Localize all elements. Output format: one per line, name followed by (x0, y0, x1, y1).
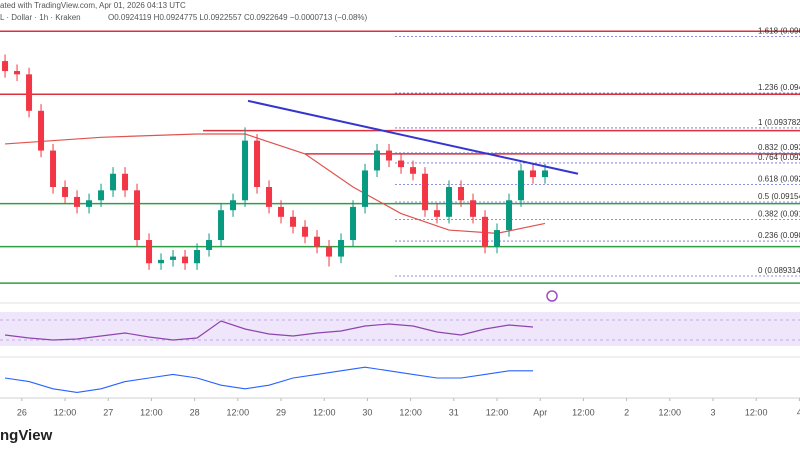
candle-body (410, 167, 417, 174)
fib-label: 0.5 (0.091548 (758, 192, 800, 201)
candle-body (74, 196, 81, 207)
candle-body (518, 170, 525, 201)
x-tick-label: 26 (17, 407, 27, 417)
candle-body (50, 150, 57, 188)
fib-label: 0.764 (0.092727 (758, 153, 800, 162)
x-tick-label: 4 (797, 407, 800, 417)
candle-body (458, 187, 465, 201)
candle-body (206, 240, 213, 250)
candle-body (170, 256, 177, 260)
candle-body (98, 190, 105, 201)
candle-body (470, 200, 477, 217)
header-ohlc: O0.0924119 H0.0924775 L0.0922557 C0.0922… (108, 13, 368, 22)
x-tick-label: 30 (362, 407, 372, 417)
candle-body (182, 256, 189, 264)
candle-body (446, 187, 453, 217)
x-tick-label: 12:00 (313, 407, 336, 417)
candle-body (434, 210, 441, 217)
candle-body (386, 150, 393, 161)
fib-label: 0.236 (0.090368 (758, 231, 800, 240)
rsi-line (4, 320, 534, 341)
candle-body (362, 170, 369, 207)
moving-average (4, 133, 546, 235)
watermark: ngView (0, 427, 53, 444)
fib-label: 0 (0.089314 (758, 266, 800, 275)
trendline (247, 99, 579, 175)
candle-body (494, 230, 501, 247)
candle-body (14, 71, 21, 75)
candle-body (146, 240, 153, 264)
candle-body (38, 110, 45, 151)
candle-body (506, 200, 513, 231)
macd-line (4, 366, 534, 393)
x-tick-label: 2 (624, 407, 629, 417)
x-tick-label: 31 (449, 407, 459, 417)
fib-label: 0.618 (0.092079 (758, 174, 800, 183)
candle-body (482, 216, 489, 247)
x-tick-label: 12:00 (745, 407, 768, 417)
x-tick-label: 12:00 (659, 407, 682, 417)
x-tick-label: 12:00 (486, 407, 509, 417)
x-tick-label: 28 (190, 407, 200, 417)
candle-body (194, 249, 201, 264)
x-tick-label: 12:00 (572, 407, 595, 417)
rsi-band (0, 312, 800, 346)
candle-body (110, 173, 117, 191)
x-tick-label: 3 (710, 407, 715, 417)
candle-body (158, 259, 165, 264)
fib-label: 0.832 (0.093031 (758, 143, 800, 152)
candle-body (278, 206, 285, 217)
x-tick-label: 27 (103, 407, 113, 417)
candle-body (26, 74, 33, 111)
fib-label: 1.618 (0.096543 (758, 27, 800, 36)
x-tick-label: 29 (276, 407, 286, 417)
candle-body (326, 246, 333, 257)
candle-body (530, 170, 537, 178)
candle-body (134, 190, 141, 241)
header-source: ated with TradingView.com, Apr 01, 2026 … (0, 1, 186, 10)
candle-body (230, 200, 237, 211)
candle-body (290, 216, 297, 227)
candle-body (422, 173, 429, 211)
header-symbol: L · Dollar · 1h · Kraken (0, 13, 81, 22)
candle-body (254, 140, 261, 188)
candle-body (122, 173, 129, 191)
x-tick-label: 12:00 (140, 407, 163, 417)
candle-body (302, 226, 309, 237)
candle-body (374, 150, 381, 171)
candle-body (218, 210, 225, 241)
candle-body (314, 236, 321, 247)
candle-body (2, 61, 9, 72)
fib-label: 0.382 (0.091020 (758, 210, 800, 219)
candle-body (398, 160, 405, 168)
candle-body (242, 140, 249, 201)
x-tick-label: 12:00 (54, 407, 77, 417)
candle-body (542, 170, 549, 178)
replay-icon[interactable] (546, 290, 558, 302)
x-tick-label: 12:00 (399, 407, 422, 417)
candle-body (62, 187, 69, 197)
x-tick-label: Apr (533, 407, 547, 417)
x-tick-label: 12:00 (227, 407, 250, 417)
candle-body (86, 200, 93, 207)
fib-label: 1 (0.093782 (758, 118, 800, 127)
candle-body (266, 187, 273, 207)
fib-label: 1.236 (0.094835 (758, 83, 800, 92)
candle-body (338, 240, 345, 257)
candle-body (350, 206, 357, 241)
